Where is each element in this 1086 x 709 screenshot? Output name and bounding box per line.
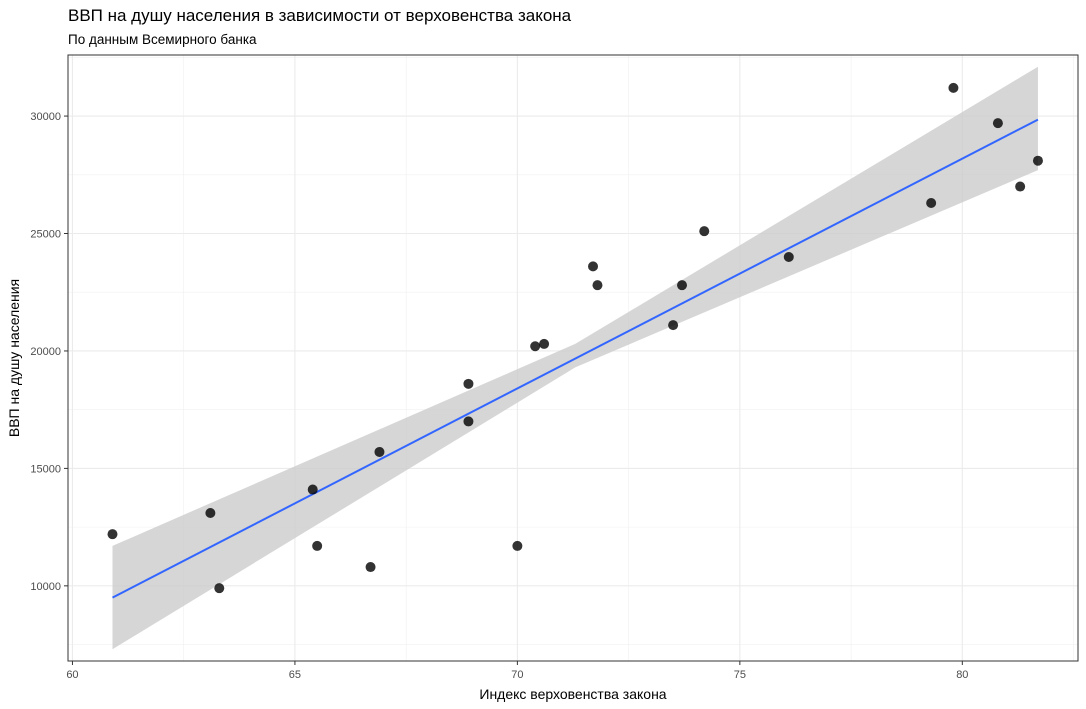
data-point bbox=[312, 540, 323, 551]
data-point bbox=[307, 484, 318, 495]
data-point bbox=[530, 341, 541, 352]
data-point bbox=[699, 226, 710, 237]
data-point bbox=[1032, 155, 1043, 166]
data-point bbox=[668, 320, 679, 331]
data-points bbox=[107, 82, 1043, 594]
trend-line bbox=[112, 118, 1039, 599]
y-tick-label: 10000 bbox=[30, 581, 61, 593]
data-point bbox=[512, 540, 523, 551]
trend-line-layer bbox=[112, 118, 1039, 599]
data-point bbox=[926, 197, 937, 208]
y-tick-label: 30000 bbox=[30, 111, 61, 123]
data-point bbox=[107, 529, 118, 540]
y-tick-label: 25000 bbox=[30, 229, 61, 241]
data-point bbox=[374, 446, 385, 457]
axes: 60 65 70 75 80 10000 15000 20000 25000 30000 bbox=[30, 111, 968, 681]
data-point bbox=[992, 118, 1003, 129]
y-tick-label: 20000 bbox=[30, 346, 61, 358]
x-axis-title: Индекс верховенства закона bbox=[479, 686, 666, 702]
data-point bbox=[205, 508, 216, 519]
data-point bbox=[365, 562, 376, 573]
data-point bbox=[539, 338, 550, 349]
x-tick-label: 65 bbox=[289, 669, 301, 681]
x-tick-label: 70 bbox=[511, 669, 523, 681]
data-point bbox=[588, 261, 599, 272]
data-point bbox=[948, 82, 959, 93]
y-axis-title: ВВП на душу населения bbox=[6, 279, 22, 437]
data-point bbox=[783, 252, 794, 262]
data-point bbox=[677, 280, 688, 291]
chart-subtitle: По данным Всемирного банка bbox=[68, 32, 257, 47]
data-point bbox=[463, 378, 474, 389]
data-point bbox=[463, 416, 474, 427]
x-tick-label: 80 bbox=[956, 669, 968, 681]
data-point bbox=[592, 280, 603, 291]
data-point bbox=[214, 583, 225, 594]
x-tick-label: 60 bbox=[66, 669, 78, 681]
y-tick-label: 15000 bbox=[30, 463, 61, 475]
x-tick-label: 75 bbox=[734, 669, 746, 681]
plot-border bbox=[67, 54, 1079, 662]
data-point bbox=[1015, 181, 1026, 192]
chart-title: ВВП на душу населения в зависимости от в… bbox=[68, 6, 572, 25]
